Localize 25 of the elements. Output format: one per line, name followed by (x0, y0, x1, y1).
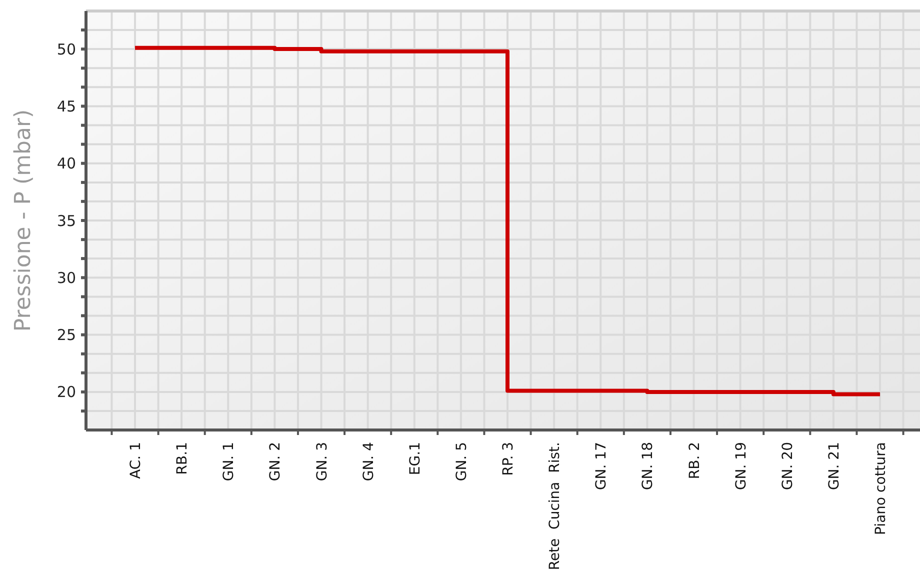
x-tick-label: RB.1 (174, 442, 191, 475)
x-tick-label: RB. 2 (686, 442, 703, 480)
x-tick-label: GN. 19 (733, 442, 750, 490)
x-tick-label: EG.1 (407, 442, 424, 476)
y-tick-label: 45 (56, 97, 76, 116)
x-tick-label: GN. 18 (640, 442, 656, 490)
x-tick-label: Rete Cucina Rist. (547, 442, 564, 570)
y-axis-title: Pressione - P (mbar) (11, 109, 36, 332)
x-tick-label: GN. 20 (780, 442, 796, 490)
y-tick-label: 30 (56, 268, 76, 287)
y-tick-label: 25 (56, 326, 76, 344)
y-tick-label: 50 (56, 40, 76, 58)
x-tick-label: GN. 3 (314, 442, 330, 482)
x-tick-label: GN. 2 (268, 442, 284, 482)
x-tick-label: GN. 1 (221, 442, 238, 482)
x-tick-label: RP. 3 (500, 442, 516, 476)
x-tick-label: GN. 4 (360, 442, 377, 482)
y-tick-label: 40 (56, 154, 76, 173)
y-tick-label: 35 (56, 212, 76, 230)
x-tick-label: Piano cottura (873, 442, 889, 535)
y-tick-label: 20 (56, 383, 76, 402)
x-tick-label: GN. 17 (594, 442, 610, 490)
x-tick-label: AC. 1 (128, 442, 144, 479)
x-tick-label: GN. 5 (454, 442, 470, 482)
x-tick-label: GN. 21 (826, 442, 842, 490)
